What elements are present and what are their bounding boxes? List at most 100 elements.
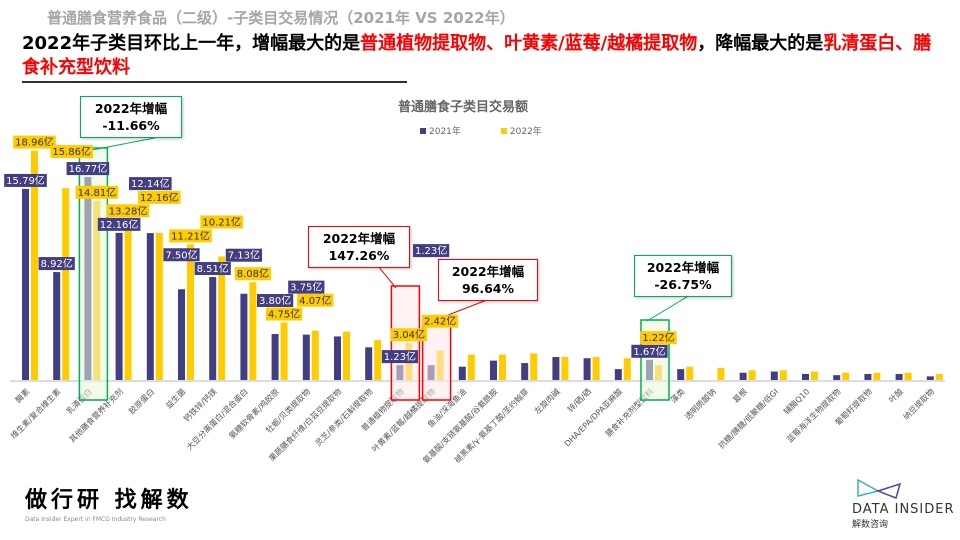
logo-mark-icon: [857, 478, 902, 499]
data-label: 12.16亿: [97, 217, 141, 231]
legend-item-2022: 2022年: [500, 124, 542, 137]
category-label: 葛根: [731, 386, 749, 404]
data-label-text: 8.51亿: [197, 262, 229, 275]
data-label-bg: [163, 248, 200, 262]
logo-slogan: 做行研 找解数: [25, 488, 193, 513]
bar-2021: [926, 376, 934, 380]
bar-2021: [271, 334, 279, 380]
bar-2022: [343, 331, 350, 380]
data-label-bg: [421, 314, 459, 328]
headline-highlight: 乳清蛋白、膳食补充型饮料: [22, 33, 932, 78]
legend-swatch: [500, 127, 507, 134]
bar-2022: [561, 357, 569, 380]
highlight-box: [390, 285, 421, 401]
data-label-bg: [4, 173, 47, 187]
category-label: 大豆分离蛋白/混合蛋白: [184, 386, 250, 452]
logo-text-en: DATA INSIDER: [852, 502, 955, 517]
bar-2021: [770, 371, 778, 380]
bar-2021: [833, 375, 841, 380]
headline-part: ，降幅最大的是: [697, 33, 824, 54]
data-label: 13.28亿: [106, 204, 150, 218]
data-label-bg: [50, 145, 94, 159]
data-label-bg: [13, 135, 56, 149]
bar-2022: [31, 150, 38, 380]
category-label: 灵芝/参类/石斛提取物: [313, 386, 375, 448]
data-label-bg: [169, 229, 212, 243]
bar-2022: [811, 371, 818, 380]
data-label-bg: [225, 248, 263, 262]
legend-swatch: [420, 127, 426, 134]
callout-plant-extract: 2022年增幅 147.26%: [308, 226, 410, 268]
bar-2021: [146, 233, 154, 380]
bar-2021: [115, 232, 123, 380]
category-label: 胶原蛋白: [127, 386, 157, 416]
data-label: 10.21亿: [200, 215, 244, 229]
bar-2022: [155, 232, 163, 380]
bar-2021: [739, 372, 747, 380]
data-label-text: 12.16亿: [140, 191, 179, 204]
data-label-text: 7.13亿: [228, 249, 260, 262]
bar-2022: [62, 188, 70, 380]
data-label: 3.80亿: [256, 294, 294, 308]
data-label: 4.07亿: [297, 293, 334, 307]
chart-legend: 2021年 2022年: [420, 124, 542, 137]
data-label: 14.81亿: [75, 185, 119, 199]
data-label-text: 4.75亿: [268, 308, 300, 321]
bar-2022: [904, 372, 912, 380]
headline: 2022年子类目环比上一年，增幅最大的是普通植物提取物、叶黄素/蓝莓/越橘提取物…: [22, 32, 942, 80]
data-label-bg: [288, 280, 325, 294]
callout-pointer: [368, 265, 397, 289]
data-label-text: 1.22亿: [642, 331, 674, 344]
data-label: 3.75亿: [288, 280, 325, 294]
logo-data-insider: DATA INSIDER 解数咨询: [852, 478, 955, 530]
headline-part: 2022年子类目环比上一年，增幅最大的是: [22, 33, 361, 54]
legend-label: 2021年: [429, 127, 461, 137]
callout-title: 2022年增幅: [94, 101, 168, 116]
callout-lutein: 2022年增幅 96.64%: [438, 259, 538, 301]
bar-2021: [895, 373, 903, 380]
data-label-bg: [640, 331, 677, 345]
data-label-text: 8.08亿: [237, 267, 269, 280]
data-label-bg: [412, 244, 450, 258]
data-label: 8.51亿: [194, 262, 231, 276]
logo-left: 做行研 找解数 Data Insider Expert in FMCG Indu…: [25, 482, 193, 523]
callout-title: 2022年增幅: [322, 231, 396, 246]
data-label-bg: [200, 215, 244, 229]
data-label: 1.67亿: [631, 344, 668, 358]
bar-2021: [458, 366, 466, 380]
bar-2022: [686, 366, 694, 380]
data-label-text: 7.50亿: [165, 248, 197, 261]
data-label: 1.23亿: [412, 244, 450, 258]
bar-2021: [802, 373, 809, 380]
bar-2022: [499, 354, 506, 380]
data-label: 11.21亿: [169, 229, 212, 243]
data-label-bg: [631, 344, 668, 358]
data-label-bg: [97, 217, 141, 231]
data-label: 4.75亿: [265, 307, 303, 321]
data-label-bg: [128, 177, 172, 191]
callout-value: 96.64%: [461, 281, 515, 296]
data-label-text: 1.23亿: [415, 244, 447, 257]
callout-value: -26.75%: [654, 277, 712, 292]
data-label-text: 12.14亿: [131, 177, 170, 190]
data-label: 7.50亿: [163, 248, 200, 262]
bar-2021: [334, 336, 341, 380]
data-label-bg: [194, 262, 231, 276]
bar-2022: [374, 340, 382, 380]
data-label: 7.13亿: [225, 248, 263, 262]
category-label: 左旋肉碱: [532, 386, 562, 416]
data-label-text: 11.21亿: [171, 229, 210, 242]
data-label-text: 10.21亿: [202, 215, 241, 228]
data-label-bg: [38, 257, 75, 271]
bar-2021: [521, 363, 529, 380]
bar-2022: [717, 367, 725, 380]
bar-2022: [530, 353, 538, 380]
legend-item-2021: 2021年: [420, 124, 461, 137]
bar-2021: [209, 277, 217, 380]
bar-2021: [240, 293, 248, 380]
data-label: 15.86亿: [50, 145, 94, 159]
callout-title: 2022年增幅: [451, 264, 525, 279]
data-label: 15.79亿: [4, 173, 47, 187]
bar-2021: [864, 373, 872, 380]
